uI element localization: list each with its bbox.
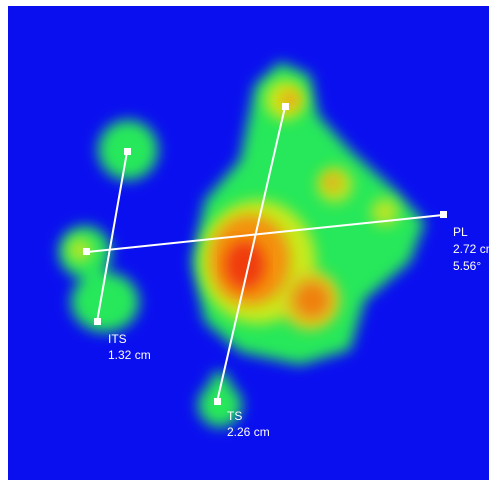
its-line [96,151,128,323]
pl-line [86,214,444,253]
measure-length: 2.26 cm [227,425,270,439]
handle[interactable] [214,398,221,405]
handle[interactable] [440,211,447,218]
measure-angle: 5.56° [453,259,481,273]
measure-length: 1.32 cm [108,348,151,362]
handle[interactable] [83,248,90,255]
handle[interactable] [124,148,131,155]
measure-label: ITS [108,332,127,346]
ts-line [216,106,286,403]
handle[interactable] [94,318,101,325]
measure-lines [86,106,444,403]
heat-red [225,241,265,289]
measure-handles [83,103,447,405]
measure-label: TS [227,409,242,423]
measure-length: 2.72 cm [453,242,496,256]
measure-labels: PL 2.72 cm 5.56° ITS 1.32 cm TS 2.26 cm [108,225,496,439]
measure-label: PL [453,225,468,239]
handle[interactable] [282,103,289,110]
